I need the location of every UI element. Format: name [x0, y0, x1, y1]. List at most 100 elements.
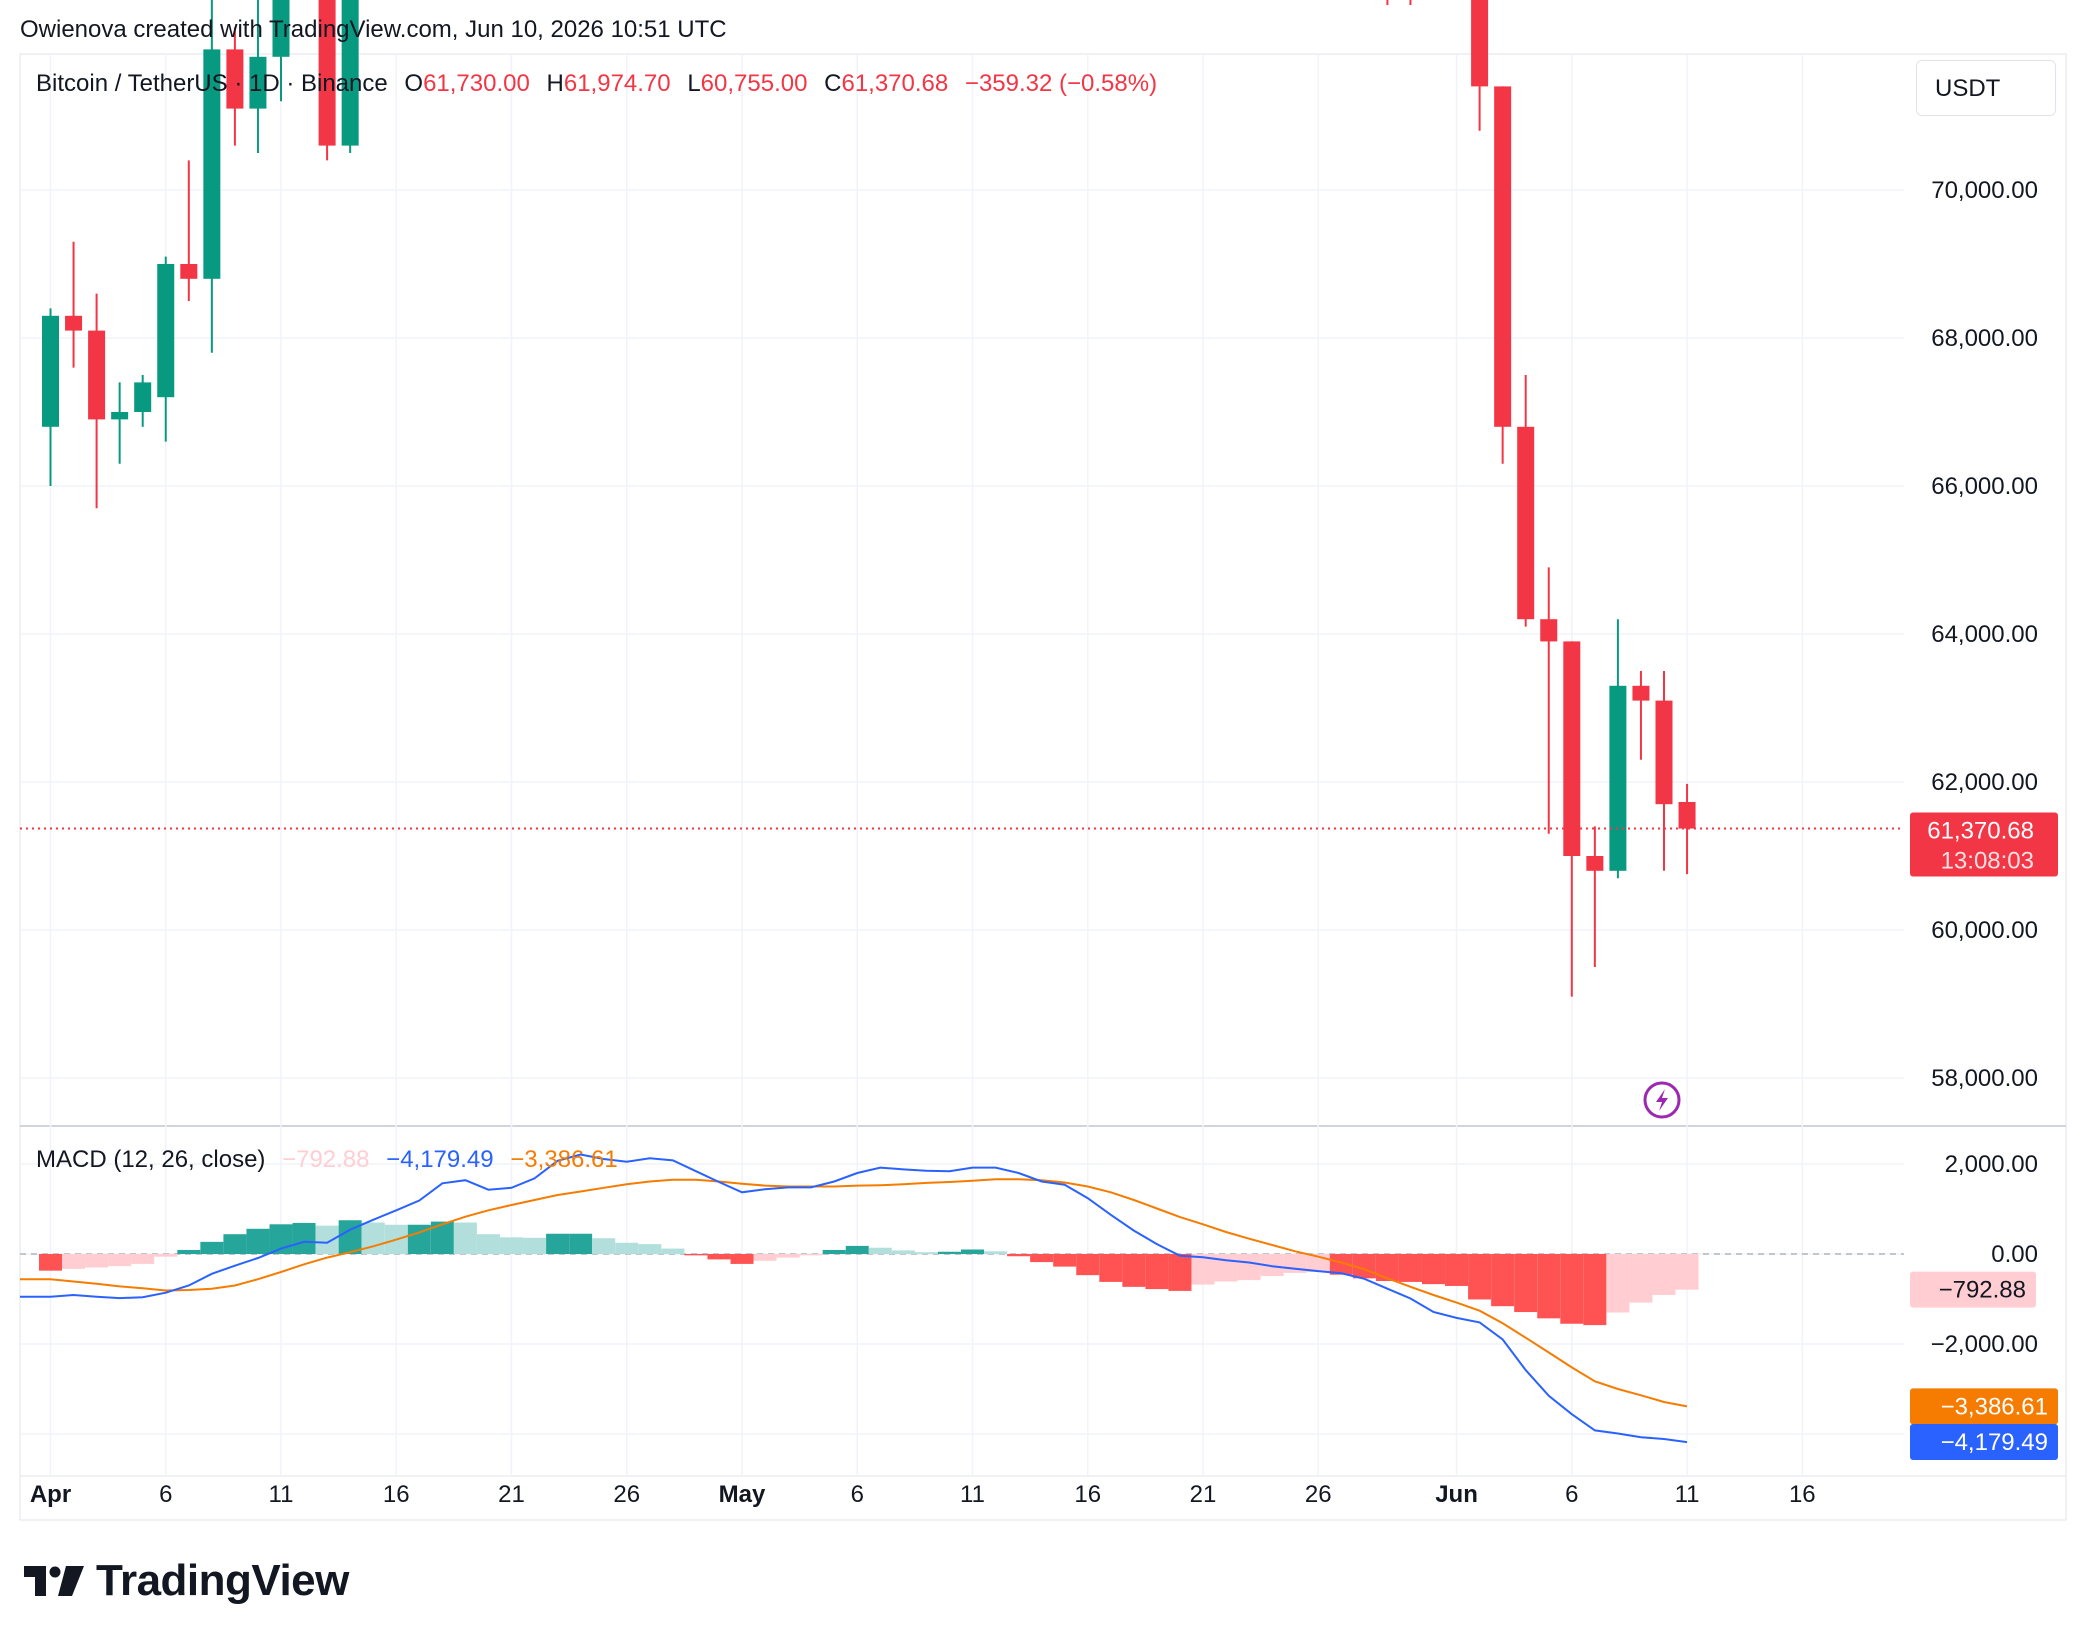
macd-histogram-bar	[407, 1224, 431, 1254]
macd-histogram-bar	[1214, 1254, 1238, 1282]
macd-signal-badge	[1910, 1388, 2058, 1425]
macd-histogram-bar	[1053, 1254, 1077, 1267]
time-tick-label: 16	[383, 1481, 410, 1508]
macd-histogram-bar	[62, 1254, 86, 1269]
high-value: 61,974.70	[563, 70, 671, 97]
macd-histogram-bar	[753, 1254, 777, 1261]
macd-histogram-bar	[1629, 1254, 1653, 1303]
candle-body	[1494, 86, 1512, 427]
open-label: O	[404, 70, 424, 97]
macd-histogram-bar	[292, 1222, 316, 1254]
price-tick-label: 70,000.00	[1931, 177, 2038, 204]
macd-histogram-bar	[200, 1241, 224, 1254]
time-tick-label: Jun	[1435, 1481, 1478, 1508]
candle-body	[318, 0, 336, 146]
chart-attribution: Owienova created with TradingView.com, J…	[20, 16, 727, 43]
macd-histogram-bar	[1122, 1254, 1146, 1287]
candle-body	[1471, 0, 1489, 87]
macd-histogram-bar	[891, 1250, 915, 1254]
macd-histogram-bar	[1329, 1254, 1353, 1275]
macd-histogram-bar	[1375, 1254, 1399, 1281]
macd-histogram-bar	[177, 1249, 201, 1254]
macd-title[interactable]: MACD (12, 26, close)	[36, 1146, 266, 1173]
high-label: H	[546, 70, 564, 97]
macd-histogram-bar	[476, 1234, 500, 1254]
candle-body	[1563, 641, 1581, 856]
macd-histogram-bar	[845, 1245, 869, 1254]
macd-histogram-bar	[1468, 1254, 1492, 1300]
macd-histogram-bar	[154, 1254, 178, 1257]
macd-histogram-bar	[615, 1242, 639, 1254]
candle-body	[341, 0, 359, 146]
macd-histogram-bar	[523, 1237, 547, 1254]
macd-histogram-bar	[39, 1254, 62, 1271]
macd-histogram-bar	[1030, 1254, 1054, 1263]
candle-body	[226, 49, 244, 109]
macd-histogram-bar	[1537, 1254, 1561, 1319]
price-tick-label: 62,000.00	[1931, 769, 2038, 796]
macd-tick-label: 0.00	[1991, 1241, 2038, 1268]
macd-histogram-bar	[799, 1254, 823, 1256]
price-tick-label: 58,000.00	[1931, 1065, 2038, 1092]
macd-histogram-bar	[1398, 1254, 1422, 1282]
candle-body	[1517, 426, 1535, 620]
chart-frame	[19, 53, 2067, 1521]
time-tick-label: Apr	[30, 1481, 71, 1508]
tradingview-logo-text: TradingView	[96, 1556, 349, 1605]
macd-histogram-bar	[914, 1252, 938, 1254]
tradingview-logo-icon	[24, 1566, 84, 1596]
macd-axis: 2,000.00 0.00 −2,000.00	[1931, 1151, 2038, 1358]
candle-body	[272, 0, 290, 57]
symbol-legend: Bitcoin / TetherUS · 1D · Binance O61,73…	[36, 70, 1157, 98]
time-tick-label: 16	[1789, 1481, 1816, 1508]
macd-hist-badge	[1910, 1271, 2036, 1308]
macd-hist-value: −792.88	[282, 1146, 370, 1173]
macd-histogram-bar	[1191, 1254, 1215, 1285]
chart-border	[19, 53, 2067, 1521]
time-tick-label: 26	[613, 1481, 640, 1508]
symbol-name[interactable]: Bitcoin / TetherUS · 1D · Binance	[36, 70, 388, 97]
macd-histogram-bar	[592, 1238, 616, 1254]
macd-line-value: −4,179.49	[386, 1146, 494, 1173]
tradingview-logo[interactable]: TradingView	[24, 1556, 349, 1606]
macd-pane	[20, 1153, 1904, 1444]
macd-histogram-bar	[961, 1249, 984, 1254]
macd-histogram-bar	[638, 1244, 662, 1254]
currency-selector[interactable]: USDT	[1916, 60, 2056, 116]
candle-body	[157, 264, 175, 398]
candle-body	[111, 412, 129, 420]
macd-hist-badge-label: −792.88	[1939, 1277, 2026, 1304]
price-axis: 70,000.00 68,000.00 66,000.00 64,000.00 62,0…	[1931, 177, 2038, 1092]
macd-histogram-bar	[315, 1225, 339, 1254]
macd-histogram-bar	[937, 1251, 961, 1254]
macd-histogram-bar	[822, 1249, 846, 1254]
time-tick-label: May	[719, 1481, 766, 1508]
candle-body	[1609, 685, 1627, 871]
candle-body	[180, 264, 198, 279]
macd-histogram-bar	[1260, 1254, 1284, 1277]
macd-histogram-bar	[1007, 1254, 1031, 1257]
macd-histogram-bar	[868, 1247, 892, 1254]
macd-histogram-bar	[569, 1233, 593, 1254]
macd-histogram-bar	[1652, 1254, 1676, 1295]
macd-histogram-bar	[361, 1222, 385, 1254]
macd-histogram-bar	[684, 1254, 708, 1256]
candle-body	[88, 330, 106, 420]
time-tick-label: 6	[851, 1481, 864, 1508]
time-tick-label: 21	[498, 1481, 525, 1508]
lightning-icon	[1656, 1089, 1668, 1111]
candle-body	[249, 56, 267, 109]
low-value: 60,755.00	[700, 70, 808, 97]
time-tick-label: 26	[1305, 1481, 1332, 1508]
candle-body	[1540, 619, 1558, 642]
price-tick-label: 68,000.00	[1931, 325, 2038, 352]
macd-histogram-bar	[546, 1233, 570, 1254]
macd-histogram-bar	[246, 1228, 270, 1254]
candle-body	[1586, 856, 1604, 871]
macd-histogram-bar	[85, 1254, 109, 1268]
change-value: −359.32 (−0.58%)	[964, 70, 1158, 97]
price-tick-label: 60,000.00	[1931, 917, 2038, 944]
time-tick-label: 11	[960, 1481, 985, 1508]
macd-histogram-bar	[223, 1234, 247, 1254]
